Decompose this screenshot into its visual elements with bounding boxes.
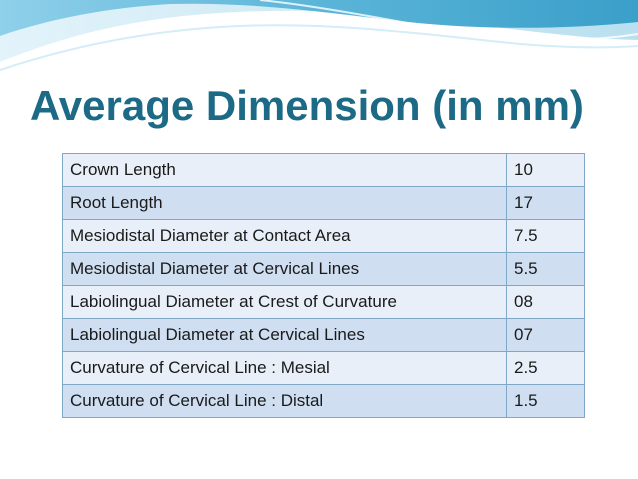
- dimension-label: Curvature of Cervical Line : Mesial: [62, 351, 507, 385]
- dimension-label: Mesiodistal Diameter at Contact Area: [62, 219, 507, 253]
- dimension-label: Labiolingual Diameter at Cervical Lines: [62, 318, 507, 352]
- dimension-label: Crown Length: [62, 153, 507, 187]
- dimensions-table: Crown Length 10 Root Length 17 Mesiodistal D…: [62, 153, 585, 418]
- dimensions-table-body: Crown Length 10 Root Length 17 Mesiodistal D…: [62, 153, 585, 418]
- dimension-label: Root Length: [62, 186, 507, 220]
- dimension-value: 7.5: [506, 219, 585, 253]
- dimension-label: Curvature of Cervical Line : Distal: [62, 384, 507, 418]
- dimension-value: 1.5: [506, 384, 585, 418]
- table-row: Root Length 17: [62, 186, 585, 220]
- dimension-value: 10: [506, 153, 585, 187]
- page-title: Average Dimension (in mm): [30, 82, 584, 129]
- table-row: Crown Length 10: [62, 153, 585, 187]
- dimension-value: 2.5: [506, 351, 585, 385]
- dimension-value: 08: [506, 285, 585, 319]
- dimension-value: 17: [506, 186, 585, 220]
- dimension-label: Labiolingual Diameter at Crest of Curvat…: [62, 285, 507, 319]
- dimension-value: 5.5: [506, 252, 585, 286]
- header-wave-decoration: [0, 0, 638, 71]
- table-row: Curvature of Cervical Line : Distal 1.5: [62, 384, 585, 418]
- table-row: Curvature of Cervical Line : Mesial 2.5: [62, 351, 585, 385]
- dimension-label: Mesiodistal Diameter at Cervical Lines: [62, 252, 507, 286]
- table-row: Labiolingual Diameter at Crest of Curvat…: [62, 285, 585, 319]
- dimension-value: 07: [506, 318, 585, 352]
- table-row: Mesiodistal Diameter at Contact Area 7.5: [62, 219, 585, 253]
- table-row: Labiolingual Diameter at Cervical Lines 0…: [62, 318, 585, 352]
- table-row: Mesiodistal Diameter at Cervical Lines 5.…: [62, 252, 585, 286]
